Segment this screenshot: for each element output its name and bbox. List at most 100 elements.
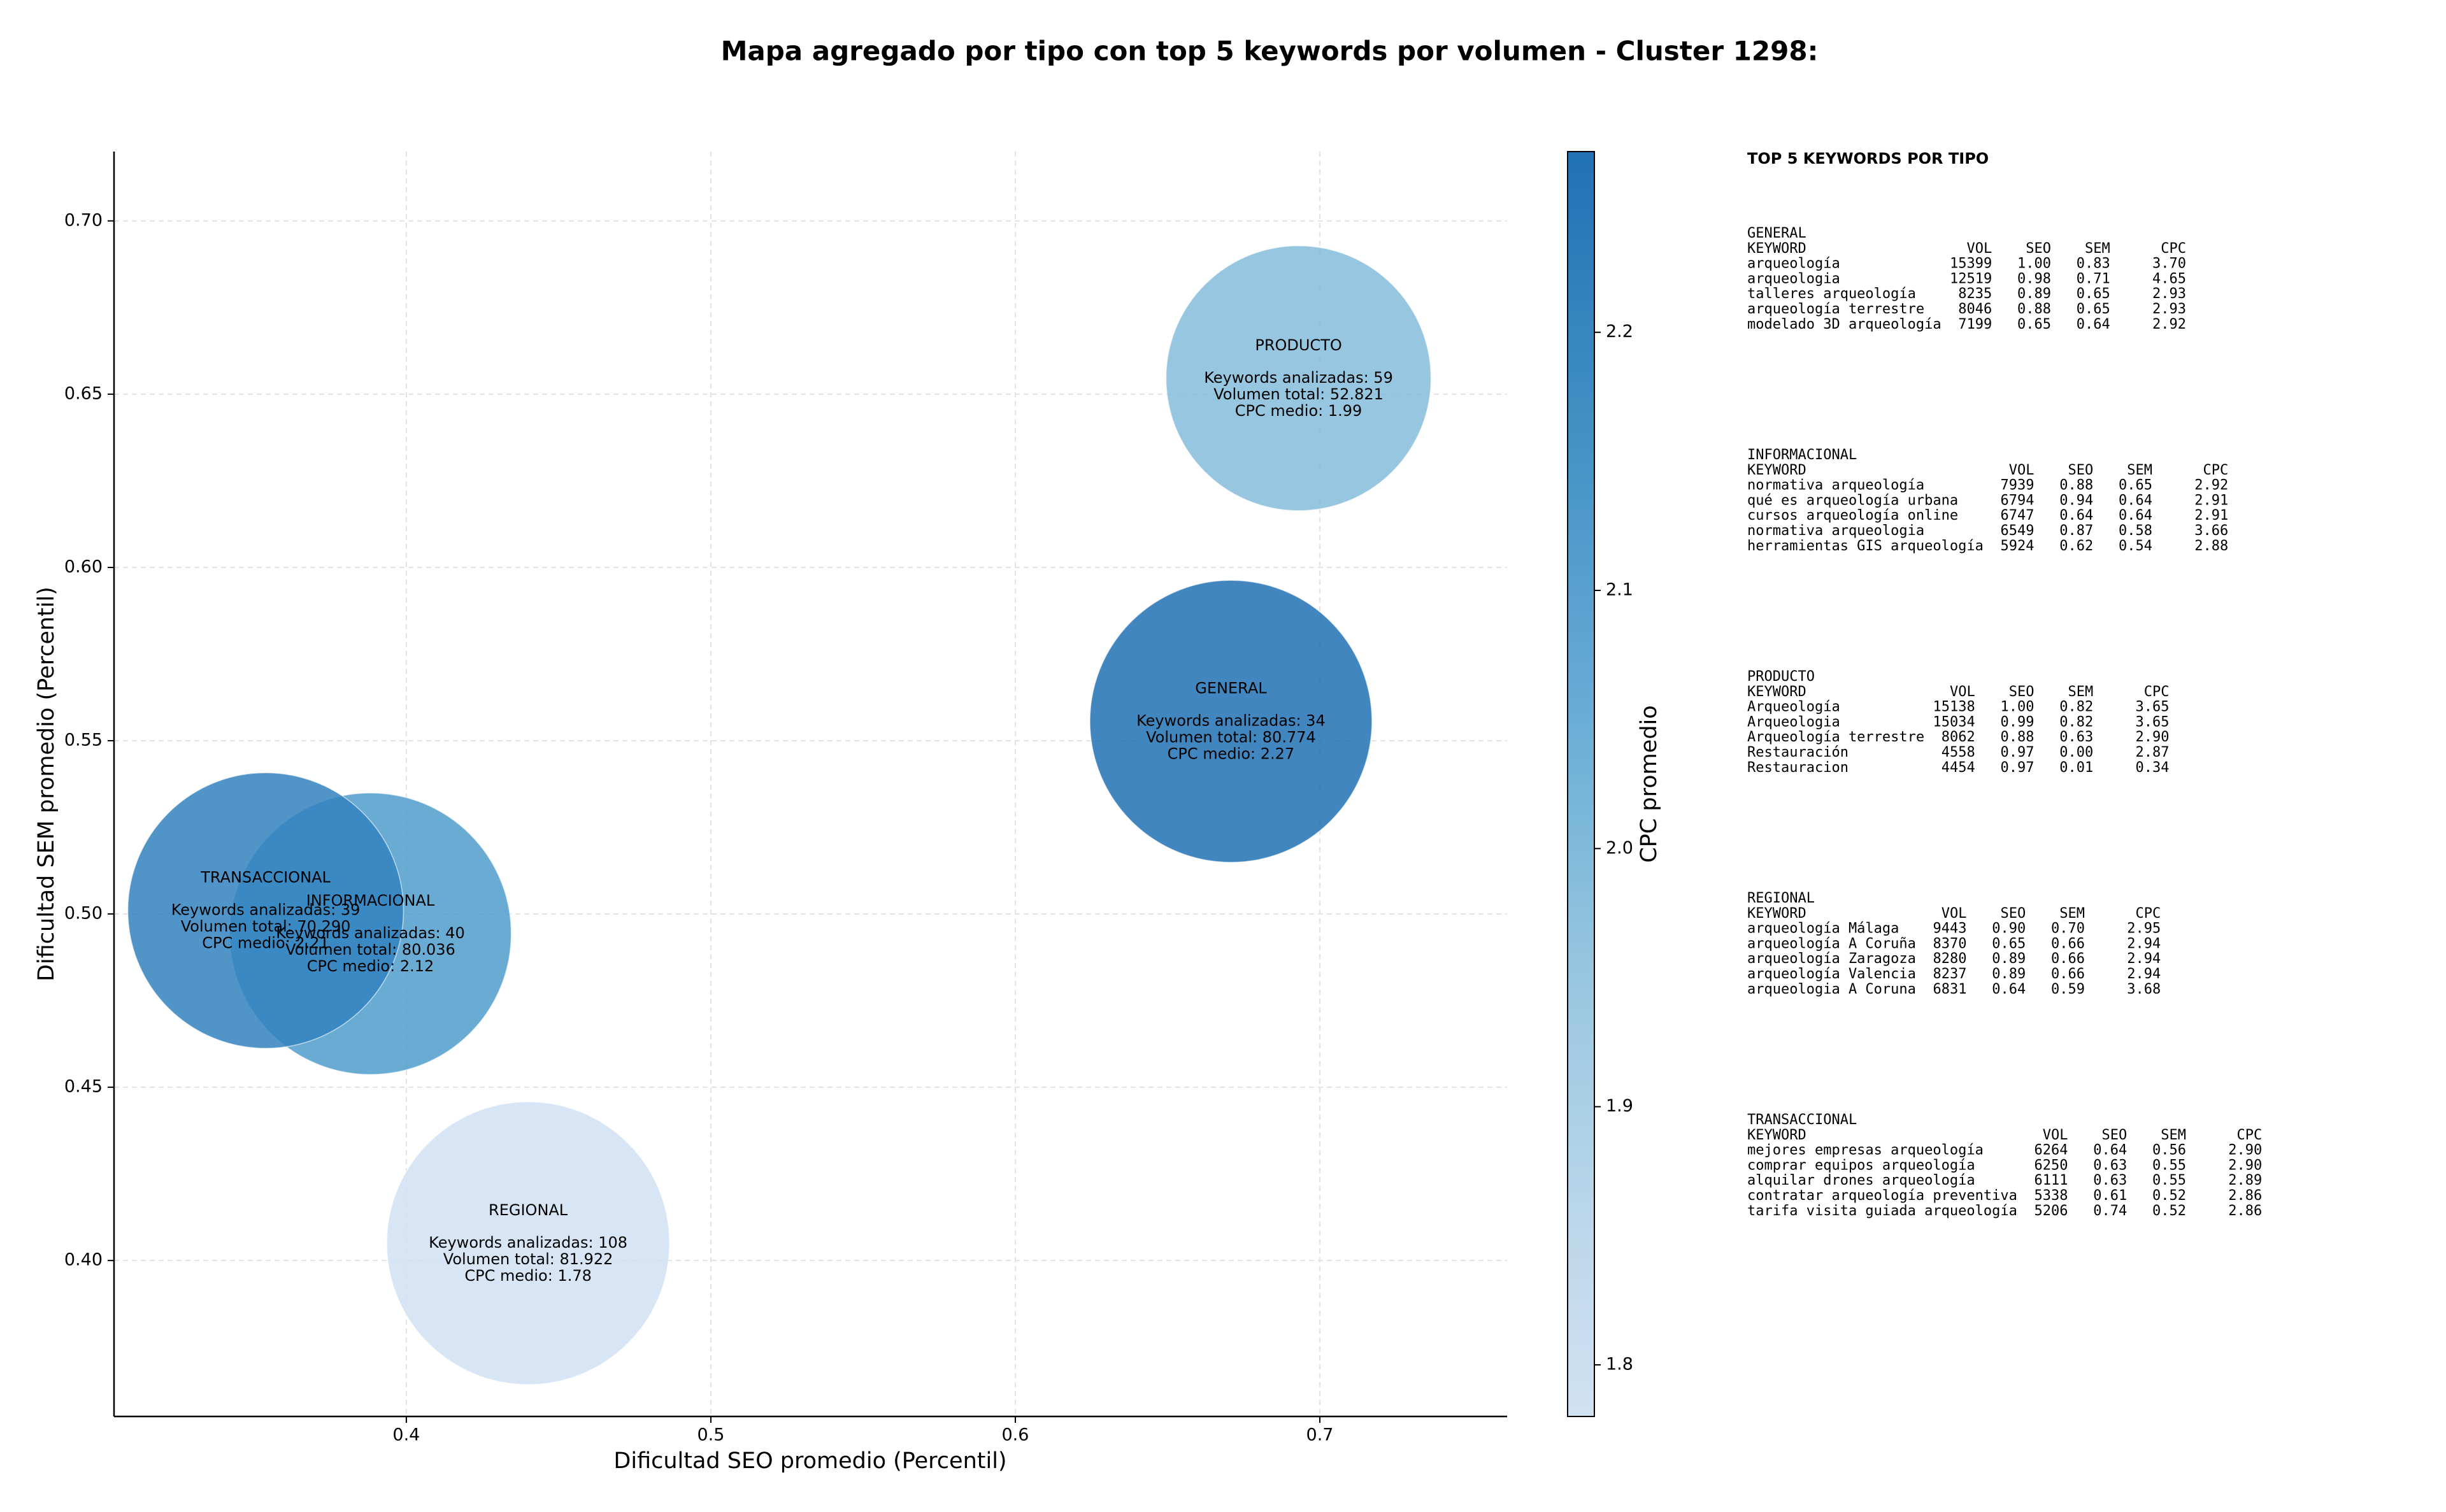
bubble-annotation: Volumen total: 52.821	[1213, 385, 1384, 403]
table-cell: tarifa visita guiada arqueología	[1747, 1203, 2017, 1219]
table-cell: 1.00	[2001, 699, 2035, 715]
table-cell: 0.89	[1992, 951, 2026, 967]
y-tick-label: 0.45	[64, 1077, 103, 1097]
table-cell: 6831	[1933, 981, 1967, 997]
table-cell: 0.65	[2077, 301, 2110, 317]
y-tick-label: 0.65	[64, 383, 103, 403]
table-cell: normativa arqueologia	[1747, 523, 1924, 539]
colorbar	[1567, 151, 1595, 1417]
table-cell: 0.65	[2077, 286, 2110, 302]
table-cell: Restauración	[1747, 745, 1849, 760]
table-cell: 2.94	[2127, 951, 2161, 967]
table-cell: 3.66	[2194, 523, 2228, 539]
table-cell: alquilar drones arqueología	[1747, 1173, 1975, 1188]
x-tick-label: 0.5	[697, 1425, 724, 1445]
bubble-annotation: CPC medio: 1.78	[464, 1267, 592, 1285]
bubble	[127, 772, 404, 1049]
bubble-annotation: Volumen total: 81.922	[443, 1250, 613, 1268]
table-cell: 0.58	[2119, 523, 2152, 539]
bubble	[386, 1101, 670, 1385]
table-cell: 0.65	[2119, 478, 2152, 494]
table-cell: 2.90	[2228, 1143, 2262, 1159]
table-cell: 15138	[1933, 699, 1975, 715]
table-cell: 3.65	[2136, 714, 2170, 730]
table-header: KEYWORD	[1747, 241, 1806, 257]
table-cell: 0.66	[2051, 951, 2085, 967]
table-cell: 6250	[2035, 1157, 2068, 1173]
table-header: CPC	[2203, 462, 2229, 478]
x-tick-label: 0.4	[392, 1425, 420, 1445]
table-header: CPC	[2161, 241, 2186, 257]
x-tick-label: 0.6	[1002, 1425, 1029, 1445]
table-cell: 0.62	[2059, 538, 2093, 554]
table-header: SEM	[2085, 241, 2110, 257]
table-cell: 0.55	[2152, 1173, 2186, 1188]
table-cell: 8280	[1933, 951, 1967, 967]
table-cell: 0.64	[2059, 508, 2093, 524]
table-header: KEYWORD	[1747, 906, 1806, 922]
table-cell: 0.82	[2059, 714, 2093, 730]
table-cell: 6794	[2001, 492, 2035, 508]
table-cell: 0.71	[2077, 271, 2110, 287]
table-cell: 0.99	[2001, 714, 2035, 730]
table-cell: 2.92	[2152, 317, 2186, 332]
table-cell: 15034	[1933, 714, 1975, 730]
table-section-title: INFORMACIONAL	[1747, 447, 1857, 463]
table-cell: 2.86	[2228, 1203, 2262, 1219]
table-cell: 3.70	[2152, 256, 2186, 272]
table-cell: comprar equipos arqueología	[1747, 1157, 1975, 1173]
table-cell: 0.74	[2093, 1203, 2127, 1219]
table-cell: 2.89	[2228, 1173, 2262, 1188]
table-cell: 2.94	[2127, 966, 2161, 982]
table-header: VOL	[1950, 684, 1975, 700]
y-axis-label: Dificultad SEM promedio (Percentil)	[34, 587, 59, 981]
table-cell: 0.63	[2059, 729, 2093, 745]
bubble-annotation: Keywords analizadas: 108	[429, 1234, 627, 1252]
bubble-label: PRODUCTO	[1255, 336, 1341, 354]
table-cell: 0.34	[2136, 760, 2170, 776]
table-header: KEYWORD	[1747, 1127, 1806, 1143]
table-cell: 0.63	[2093, 1157, 2127, 1173]
table-cell: 8370	[1933, 936, 1967, 952]
table-cell: 0.87	[2059, 523, 2093, 539]
table-cell: 2.86	[2228, 1188, 2262, 1204]
table-cell: 2.94	[2127, 936, 2161, 952]
table-cell: 0.66	[2051, 936, 2085, 952]
bubble-label: TRANSACCIONAL	[200, 869, 331, 887]
table-cell: 0.55	[2152, 1157, 2186, 1173]
table-cell: 3.65	[2136, 699, 2170, 715]
table-cell: 0.56	[2152, 1143, 2186, 1159]
table-title: TOP 5 KEYWORDS POR TIPO	[1747, 150, 1989, 168]
bubble-annotation: CPC medio: 2.27	[1168, 745, 1295, 763]
colorbar-label: CPC promedio	[1636, 705, 1662, 862]
table-cell: arqueología A Coruña	[1747, 936, 1916, 952]
table-section-title: PRODUCTO	[1747, 669, 1815, 685]
table-cell: arqueologia A Coruna	[1747, 981, 1916, 997]
bubble	[1165, 245, 1432, 511]
bubble-annotation: Volumen total: 80.774	[1146, 729, 1316, 746]
bubble-annotation: CPC medio: 2.12	[307, 957, 434, 975]
x-tick-label: 0.7	[1306, 1425, 1334, 1445]
table-cell: 0.64	[2077, 317, 2110, 332]
table-cell: 0.63	[2093, 1173, 2127, 1188]
table-header: SEO	[2068, 462, 2094, 478]
table-cell: 0.70	[2051, 921, 2085, 937]
bubble-annotation: Keywords analizadas: 39	[171, 901, 361, 919]
table-header: SEO	[2001, 906, 2026, 922]
table-header: CPC	[2136, 906, 2161, 922]
table-cell: 0.01	[2059, 760, 2093, 776]
table-cell: 5206	[2035, 1203, 2068, 1219]
table-header: CPC	[2237, 1127, 2263, 1143]
table-cell: cursos arqueología online	[1747, 508, 1958, 524]
table-cell: 0.88	[2017, 301, 2051, 317]
table-cell: 0.89	[2017, 286, 2051, 302]
table-cell: 5338	[2035, 1188, 2068, 1204]
table-cell: 9443	[1933, 921, 1967, 937]
table-cell: 0.65	[2017, 317, 2051, 332]
table-cell: 0.64	[1992, 981, 2026, 997]
table-cell: 0.52	[2152, 1188, 2186, 1204]
table-cell: 0.52	[2152, 1203, 2186, 1219]
table-cell: 8046	[1958, 301, 1992, 317]
table-cell: 0.88	[2059, 478, 2093, 494]
table-cell: arqueología Zaragoza	[1747, 951, 1916, 967]
